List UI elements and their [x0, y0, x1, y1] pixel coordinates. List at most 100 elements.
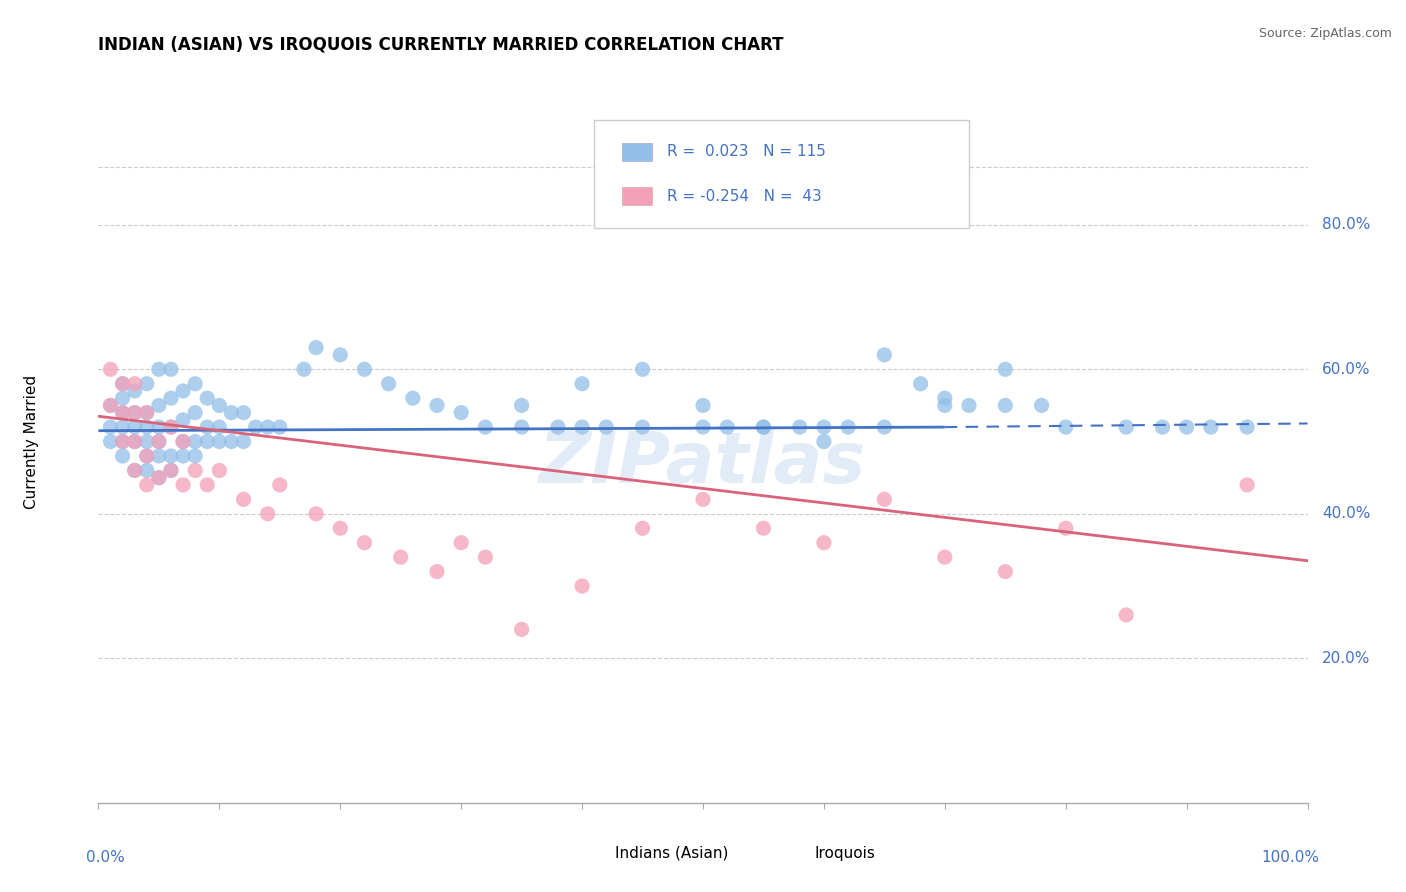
- Point: [631, 521, 654, 535]
- Point: [256, 507, 278, 521]
- Point: [1031, 398, 1053, 412]
- Point: [1236, 420, 1258, 434]
- Point: [510, 623, 533, 637]
- Point: [184, 376, 207, 391]
- Point: [595, 420, 617, 434]
- Point: [184, 434, 207, 449]
- Point: [124, 434, 146, 449]
- Point: [124, 406, 146, 420]
- Point: [148, 470, 170, 484]
- Point: [329, 521, 352, 535]
- Point: [692, 398, 714, 412]
- Point: [111, 376, 134, 391]
- Point: [172, 478, 194, 492]
- Point: [474, 420, 496, 434]
- Point: [1199, 420, 1222, 434]
- Point: [510, 420, 533, 434]
- Point: [160, 463, 183, 477]
- Point: [232, 406, 254, 420]
- Point: [111, 406, 134, 420]
- Point: [305, 341, 328, 355]
- Point: [1236, 478, 1258, 492]
- Point: [111, 406, 134, 420]
- FancyBboxPatch shape: [569, 844, 600, 864]
- Point: [571, 376, 593, 391]
- Point: [100, 398, 122, 412]
- Point: [208, 434, 231, 449]
- Point: [789, 420, 811, 434]
- Point: [111, 376, 134, 391]
- Point: [474, 550, 496, 565]
- Point: [124, 420, 146, 434]
- Point: [269, 420, 291, 434]
- Point: [111, 434, 134, 449]
- Point: [450, 535, 472, 549]
- Point: [873, 348, 896, 362]
- Point: [692, 492, 714, 507]
- Point: [450, 406, 472, 420]
- Point: [1115, 420, 1137, 434]
- Point: [184, 406, 207, 420]
- Point: [957, 398, 980, 412]
- Point: [232, 492, 254, 507]
- Text: R = -0.254   N =  43: R = -0.254 N = 43: [666, 189, 821, 204]
- Point: [135, 434, 157, 449]
- Text: Currently Married: Currently Married: [24, 375, 39, 508]
- Point: [873, 420, 896, 434]
- Text: INDIAN (ASIAN) VS IROQUOIS CURRENTLY MARRIED CORRELATION CHART: INDIAN (ASIAN) VS IROQUOIS CURRENTLY MAR…: [98, 36, 785, 54]
- Point: [160, 420, 183, 434]
- FancyBboxPatch shape: [769, 844, 800, 864]
- Point: [160, 449, 183, 463]
- Point: [124, 463, 146, 477]
- Point: [353, 535, 375, 549]
- FancyBboxPatch shape: [595, 120, 969, 228]
- Point: [934, 550, 956, 565]
- Point: [571, 420, 593, 434]
- Point: [232, 434, 254, 449]
- Point: [221, 434, 243, 449]
- Point: [124, 376, 146, 391]
- Point: [195, 420, 218, 434]
- Point: [195, 434, 218, 449]
- FancyBboxPatch shape: [621, 187, 652, 205]
- FancyBboxPatch shape: [621, 143, 652, 161]
- Point: [873, 492, 896, 507]
- Text: Source: ZipAtlas.com: Source: ZipAtlas.com: [1258, 27, 1392, 40]
- Point: [631, 420, 654, 434]
- Point: [135, 420, 157, 434]
- Point: [135, 449, 157, 463]
- Point: [631, 362, 654, 376]
- Point: [184, 463, 207, 477]
- Point: [377, 376, 399, 391]
- Point: [510, 398, 533, 412]
- Point: [256, 420, 278, 434]
- Point: [184, 449, 207, 463]
- Point: [100, 420, 122, 434]
- Point: [160, 391, 183, 405]
- Point: [1115, 607, 1137, 622]
- Point: [195, 478, 218, 492]
- Point: [135, 406, 157, 420]
- Point: [813, 535, 835, 549]
- Point: [172, 434, 194, 449]
- Text: R =  0.023   N = 115: R = 0.023 N = 115: [666, 145, 825, 160]
- Point: [813, 434, 835, 449]
- Point: [100, 398, 122, 412]
- Point: [160, 362, 183, 376]
- Point: [124, 434, 146, 449]
- Point: [135, 449, 157, 463]
- Point: [934, 398, 956, 412]
- Point: [353, 362, 375, 376]
- Point: [100, 362, 122, 376]
- Point: [135, 406, 157, 420]
- Point: [389, 550, 412, 565]
- Point: [752, 420, 775, 434]
- Point: [245, 420, 267, 434]
- Point: [208, 398, 231, 412]
- Point: [148, 434, 170, 449]
- Point: [752, 521, 775, 535]
- Point: [221, 406, 243, 420]
- Point: [402, 391, 425, 405]
- Point: [111, 391, 134, 405]
- Point: [111, 434, 134, 449]
